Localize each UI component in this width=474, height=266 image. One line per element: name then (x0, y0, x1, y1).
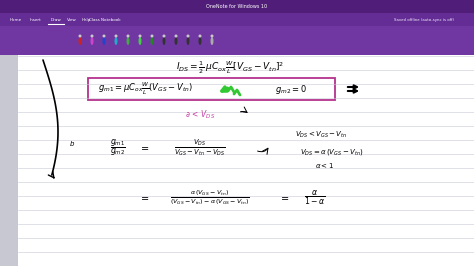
Bar (0, 26, 474, 55)
Ellipse shape (174, 35, 177, 38)
Text: $V_{DS} < V_{GS} - V_{tn}$: $V_{DS} < V_{GS} - V_{tn}$ (295, 130, 347, 140)
Ellipse shape (199, 35, 201, 38)
Ellipse shape (174, 37, 177, 45)
Text: $\frac{\alpha\,(V_{GS}-V_{tn})}{(V_{GS}-V_{tn})-\alpha\,(V_{GS}-V_{tn})}$: $\frac{\alpha\,(V_{GS}-V_{tn})}{(V_{GS}-… (170, 189, 250, 207)
Bar (0, 0, 474, 13)
Text: $b$: $b$ (69, 139, 75, 148)
Ellipse shape (79, 35, 82, 38)
Text: $\frac{g_{m1}}{g_{m2}}$: $\frac{g_{m1}}{g_{m2}}$ (110, 137, 126, 159)
Ellipse shape (79, 37, 82, 45)
Ellipse shape (127, 35, 129, 38)
Ellipse shape (91, 35, 93, 38)
Text: Saved offline (auto-sync is off): Saved offline (auto-sync is off) (394, 18, 454, 22)
Text: $=$: $=$ (139, 143, 151, 152)
Ellipse shape (199, 37, 201, 45)
Ellipse shape (151, 37, 154, 45)
Ellipse shape (102, 37, 106, 45)
Text: $\partial\,<\,V_{DS}$: $\partial\,<\,V_{DS}$ (185, 109, 215, 121)
Ellipse shape (115, 37, 118, 45)
Text: $g_{m2} = 0$: $g_{m2} = 0$ (275, 82, 307, 95)
Ellipse shape (210, 35, 213, 38)
Ellipse shape (127, 37, 129, 45)
Ellipse shape (151, 35, 154, 38)
Text: Class Notebook: Class Notebook (89, 18, 121, 22)
Text: OneNote for Windows 10: OneNote for Windows 10 (207, 4, 267, 9)
Ellipse shape (163, 37, 165, 45)
Ellipse shape (102, 35, 106, 38)
Text: $=$: $=$ (139, 193, 151, 202)
Bar (0, 13, 474, 26)
Text: $I_{DS} = \frac{1}{2}\,\mu C_{ox}\frac{W}{L}\left[V_{GS}-V_{tn}\right]^2$: $I_{DS} = \frac{1}{2}\,\mu C_{ox}\frac{W… (176, 60, 284, 76)
Ellipse shape (163, 35, 165, 38)
Text: Help: Help (82, 18, 91, 22)
Text: $=$: $=$ (280, 193, 291, 202)
Ellipse shape (210, 37, 213, 45)
Text: $\alpha < 1$: $\alpha < 1$ (315, 160, 334, 169)
Bar (88, 78, 335, 100)
Text: $g_{m1} = \mu C_{ox}\frac{W}{L}(V_{GS}-V_{tn})$: $g_{m1} = \mu C_{ox}\frac{W}{L}(V_{GS}-V… (98, 81, 193, 97)
Ellipse shape (91, 37, 93, 45)
Text: Home: Home (10, 18, 22, 22)
Text: Insert: Insert (30, 18, 42, 22)
Bar (0, 55, 18, 266)
Bar (18, 55, 474, 266)
Ellipse shape (186, 35, 190, 38)
Ellipse shape (138, 37, 142, 45)
Text: $V_{DS} = \alpha\,(V_{GS}-V_{tn})$: $V_{DS} = \alpha\,(V_{GS}-V_{tn})$ (300, 147, 364, 157)
Text: $\frac{V_{DS}}{V_{GS}-V_{tn}-V_{DS}}$: $\frac{V_{DS}}{V_{GS}-V_{tn}-V_{DS}}$ (174, 138, 226, 158)
Ellipse shape (186, 37, 190, 45)
Ellipse shape (138, 35, 142, 38)
Text: Draw: Draw (51, 18, 61, 22)
Text: $\frac{\alpha}{1-\alpha}$: $\frac{\alpha}{1-\alpha}$ (304, 189, 326, 207)
Text: View: View (67, 18, 77, 22)
Ellipse shape (115, 35, 118, 38)
